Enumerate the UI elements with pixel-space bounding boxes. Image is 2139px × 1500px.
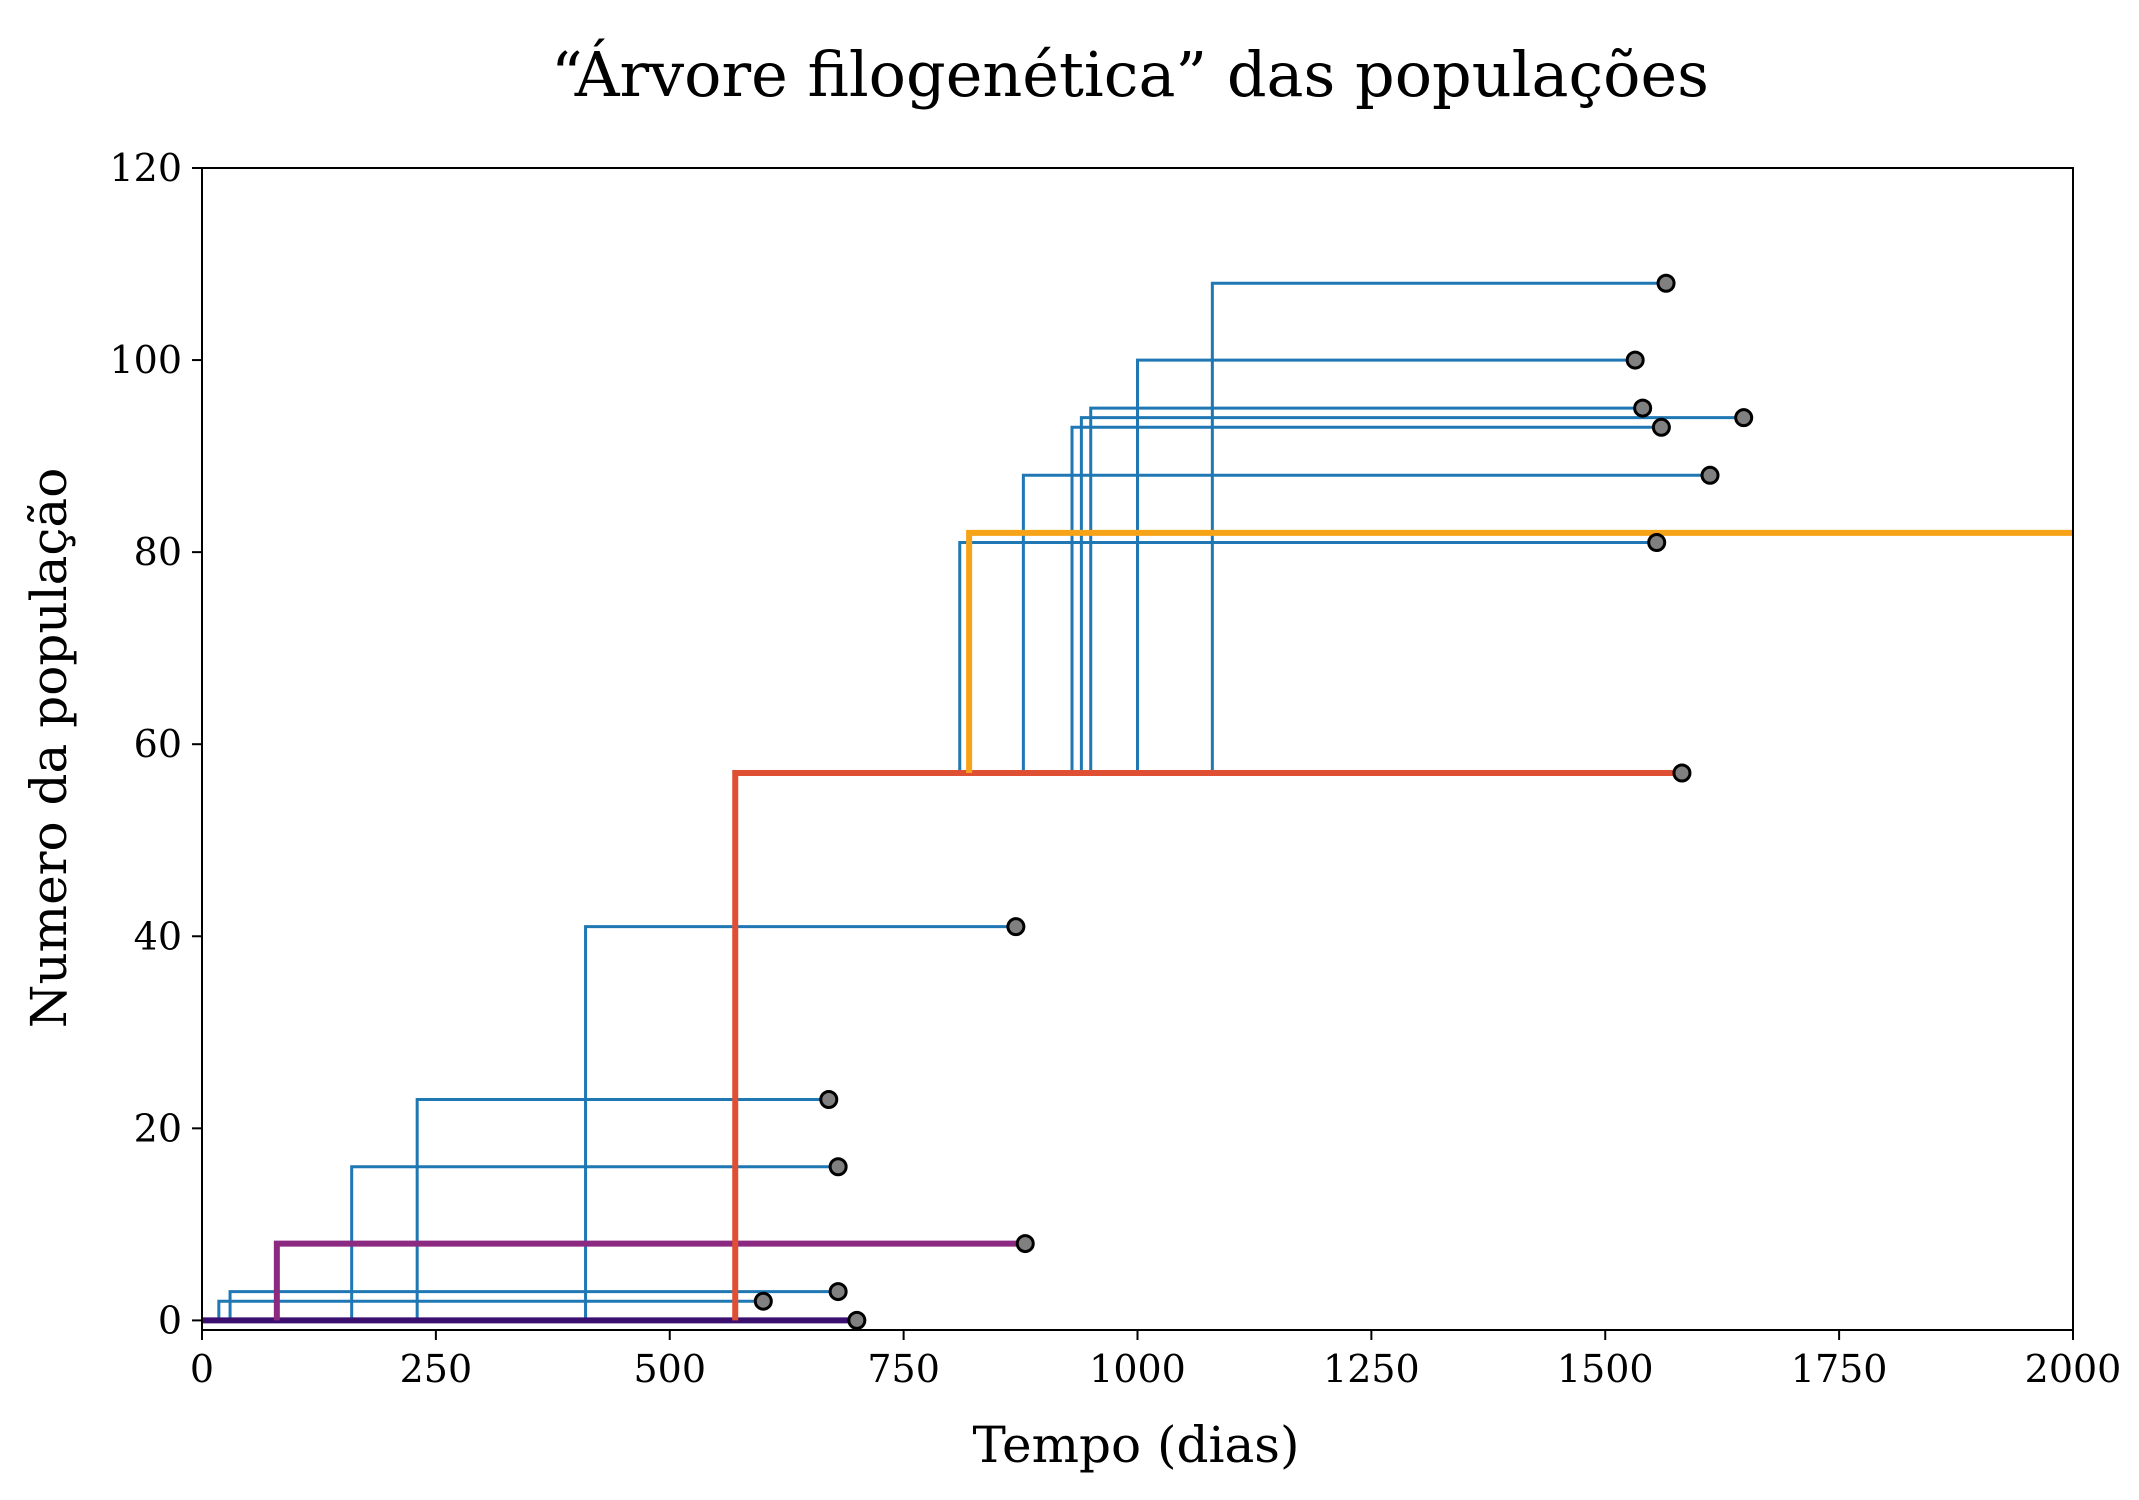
y-tick-label-100: 100 (109, 338, 182, 382)
endpoint-marker-100 (1625, 350, 1645, 370)
y-axis-label: Numero da população (20, 468, 78, 1029)
lineage-line-57 (732, 770, 1682, 1321)
y-tick-label-120: 120 (109, 146, 182, 190)
branch-line-3 (228, 1290, 839, 1321)
x-tick-label-1500: 1500 (1557, 1347, 1654, 1391)
y-tick-label-0: 0 (158, 1298, 182, 1342)
endpoint-marker-0 (847, 1310, 867, 1330)
x-tick-label-250: 250 (400, 1347, 473, 1391)
branch-line-41 (584, 925, 1016, 1321)
branch-line-16 (350, 1165, 839, 1321)
plot-marks (202, 273, 2073, 1330)
x-tick-label-2000: 2000 (2025, 1347, 2122, 1391)
endpoint-marker-81 (1647, 533, 1667, 553)
endpoint-marker-108 (1656, 273, 1676, 293)
y-tick-label-80: 80 (134, 530, 182, 574)
x-tick-label-0: 0 (190, 1347, 214, 1391)
x-axis-label: Tempo (dias) (973, 1416, 1300, 1474)
lineage-line-82 (966, 529, 2073, 774)
x-tick-label-1750: 1750 (1791, 1347, 1888, 1391)
x-tick-label-500: 500 (633, 1347, 706, 1391)
x-tick-label-1000: 1000 (1089, 1347, 1186, 1391)
endpoint-marker-2 (753, 1291, 773, 1311)
branch-line-100 (1136, 358, 1636, 774)
endpoint-marker-88 (1700, 465, 1720, 485)
endpoint-marker-23 (819, 1090, 839, 1110)
endpoint-marker-95 (1633, 398, 1653, 418)
endpoint-marker-3 (828, 1282, 848, 1302)
branch-line-23 (415, 1098, 829, 1321)
lineage-line-8 (273, 1240, 1026, 1321)
chart-title: “Árvore filogenética” das populações (551, 38, 1709, 111)
branch-line-93 (1070, 425, 1662, 774)
branch-line-81 (958, 541, 1657, 774)
endpoint-marker-93 (1651, 417, 1671, 437)
endpoint-marker-16 (828, 1157, 848, 1177)
endpoint-marker-8 (1015, 1234, 1035, 1254)
endpoint-marker-94 (1734, 408, 1754, 428)
branch-line-108 (1210, 281, 1667, 774)
branch-line-2 (217, 1299, 764, 1321)
y-tick-label-20: 20 (134, 1106, 182, 1150)
branch-line-88 (1021, 473, 1711, 774)
endpoint-marker-41 (1006, 917, 1026, 937)
y-tick-label-60: 60 (134, 722, 182, 766)
endpoint-marker-57 (1672, 763, 1692, 783)
y-tick-label-40: 40 (134, 914, 182, 958)
branch-line-95 (1089, 406, 1643, 774)
x-tick-label-1250: 1250 (1323, 1347, 1420, 1391)
axes: 0 250 500 750 1000 1250 1500 1750 2000 0 20 40 60 80 1… (109, 146, 2121, 1391)
branch-line-94 (1079, 416, 1744, 774)
x-tick-label-750: 750 (867, 1347, 940, 1391)
